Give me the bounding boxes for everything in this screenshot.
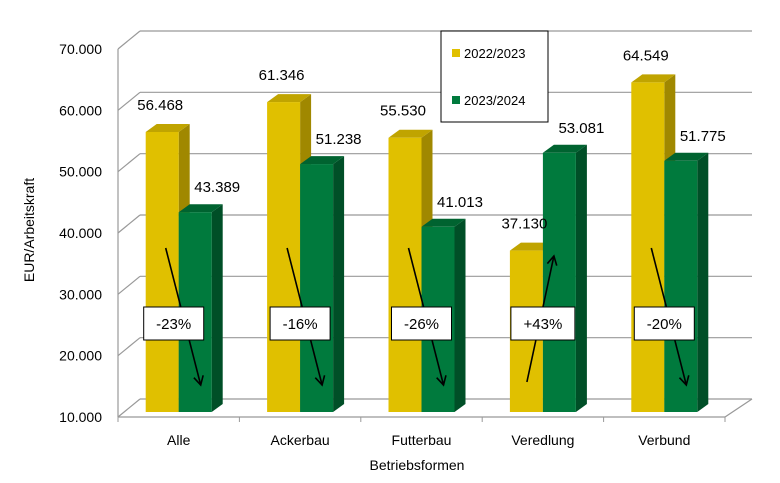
data-label: 64.549: [623, 47, 669, 64]
change-label: +43%: [524, 316, 563, 333]
bar-top: [178, 204, 223, 213]
x-tick-label: Futterbau: [392, 432, 452, 448]
bar: [664, 160, 698, 412]
bar: [267, 102, 301, 412]
arrow-head: [546, 254, 558, 266]
y-tick-label: 20.000: [59, 348, 102, 364]
x-tick-label: Veredlung: [511, 432, 574, 448]
change-label: -23%: [156, 316, 191, 333]
side-gridline: [117, 398, 141, 418]
bar-top: [388, 129, 433, 138]
arrow-head: [193, 375, 204, 387]
data-label: 61.346: [259, 67, 305, 84]
bar-top: [542, 144, 587, 153]
bar-side: [454, 218, 466, 412]
legend-swatch-2022: [452, 49, 460, 57]
y-tick-label: 40.000: [59, 225, 102, 241]
change-box: [510, 306, 576, 341]
bar-side: [333, 156, 345, 412]
x-tick-labels: Alle Ackerbau Futterbau Veredlung Verbund: [167, 432, 690, 448]
side-gridline: [117, 337, 141, 357]
data-label: 37.130: [501, 216, 547, 233]
side-gridline: [117, 153, 141, 173]
data-label: 43.389: [194, 179, 240, 196]
data-label: 53.081: [558, 120, 604, 137]
data-label: 41.013: [437, 194, 483, 211]
floor-edge: [724, 398, 753, 418]
x-tick-label: Alle: [167, 432, 191, 448]
bar-top: [145, 123, 190, 132]
x-tick-label: Verbund: [638, 432, 690, 448]
data-label: 56.468: [137, 97, 183, 114]
change-box: [143, 306, 205, 341]
side-gridline: [117, 91, 141, 111]
arrow-head: [314, 375, 326, 387]
bar: [145, 131, 179, 412]
legend-label-2023: 2023/2024: [464, 93, 525, 108]
arrow-head: [678, 375, 690, 387]
bar-side: [575, 144, 587, 412]
change-label: -26%: [404, 316, 439, 333]
data-label: 51.775: [680, 128, 726, 145]
y-axis-title: EUR/Arbeitskraft: [21, 178, 37, 282]
data-labels: 56.468 43.389 61.346 51.238 55.530 41.013 37.1…: [137, 47, 725, 232]
bar: [631, 82, 665, 412]
y-tick-label: 50.000: [59, 164, 102, 180]
change-label: -20%: [647, 316, 682, 333]
x-axis-title: Betriebsformen: [370, 457, 465, 473]
bar-side: [211, 204, 223, 412]
change-annotations: -23% -16% -26% +43% -20%: [143, 247, 695, 387]
change-label: -16%: [283, 316, 318, 333]
y-tick-label: 70.000: [59, 41, 102, 57]
y-tick-labels: 10.000 20.000 30.000 40.000 50.000 60.000 70.0…: [59, 41, 102, 425]
bar-side: [697, 152, 709, 412]
data-label: 51.238: [316, 131, 362, 148]
bar-top: [421, 218, 466, 227]
change-box: [633, 306, 695, 341]
bar-top: [300, 156, 345, 165]
bars: [145, 74, 709, 412]
bar-top: [664, 152, 709, 161]
arrow-head: [436, 375, 447, 387]
bar: [388, 137, 422, 412]
y-tick-label: 10.000: [59, 409, 102, 425]
y-tick-label: 60.000: [59, 102, 102, 118]
side-gridline: [117, 275, 141, 295]
data-label: 55.530: [380, 103, 426, 120]
legend: 2022/2023 2023/2024: [440, 30, 549, 123]
side-gridline: [117, 30, 141, 50]
legend-swatch-2023: [452, 96, 460, 104]
bar-top: [267, 94, 312, 103]
bar: [300, 164, 334, 412]
y-tick-label: 30.000: [59, 286, 102, 302]
legend-label-2022: 2022/2023: [464, 46, 525, 61]
change-box: [391, 306, 452, 341]
change-box: [269, 306, 331, 341]
side-gridline: [117, 214, 141, 234]
bar-top: [631, 74, 676, 83]
x-tick-label: Ackerbau: [271, 432, 330, 448]
